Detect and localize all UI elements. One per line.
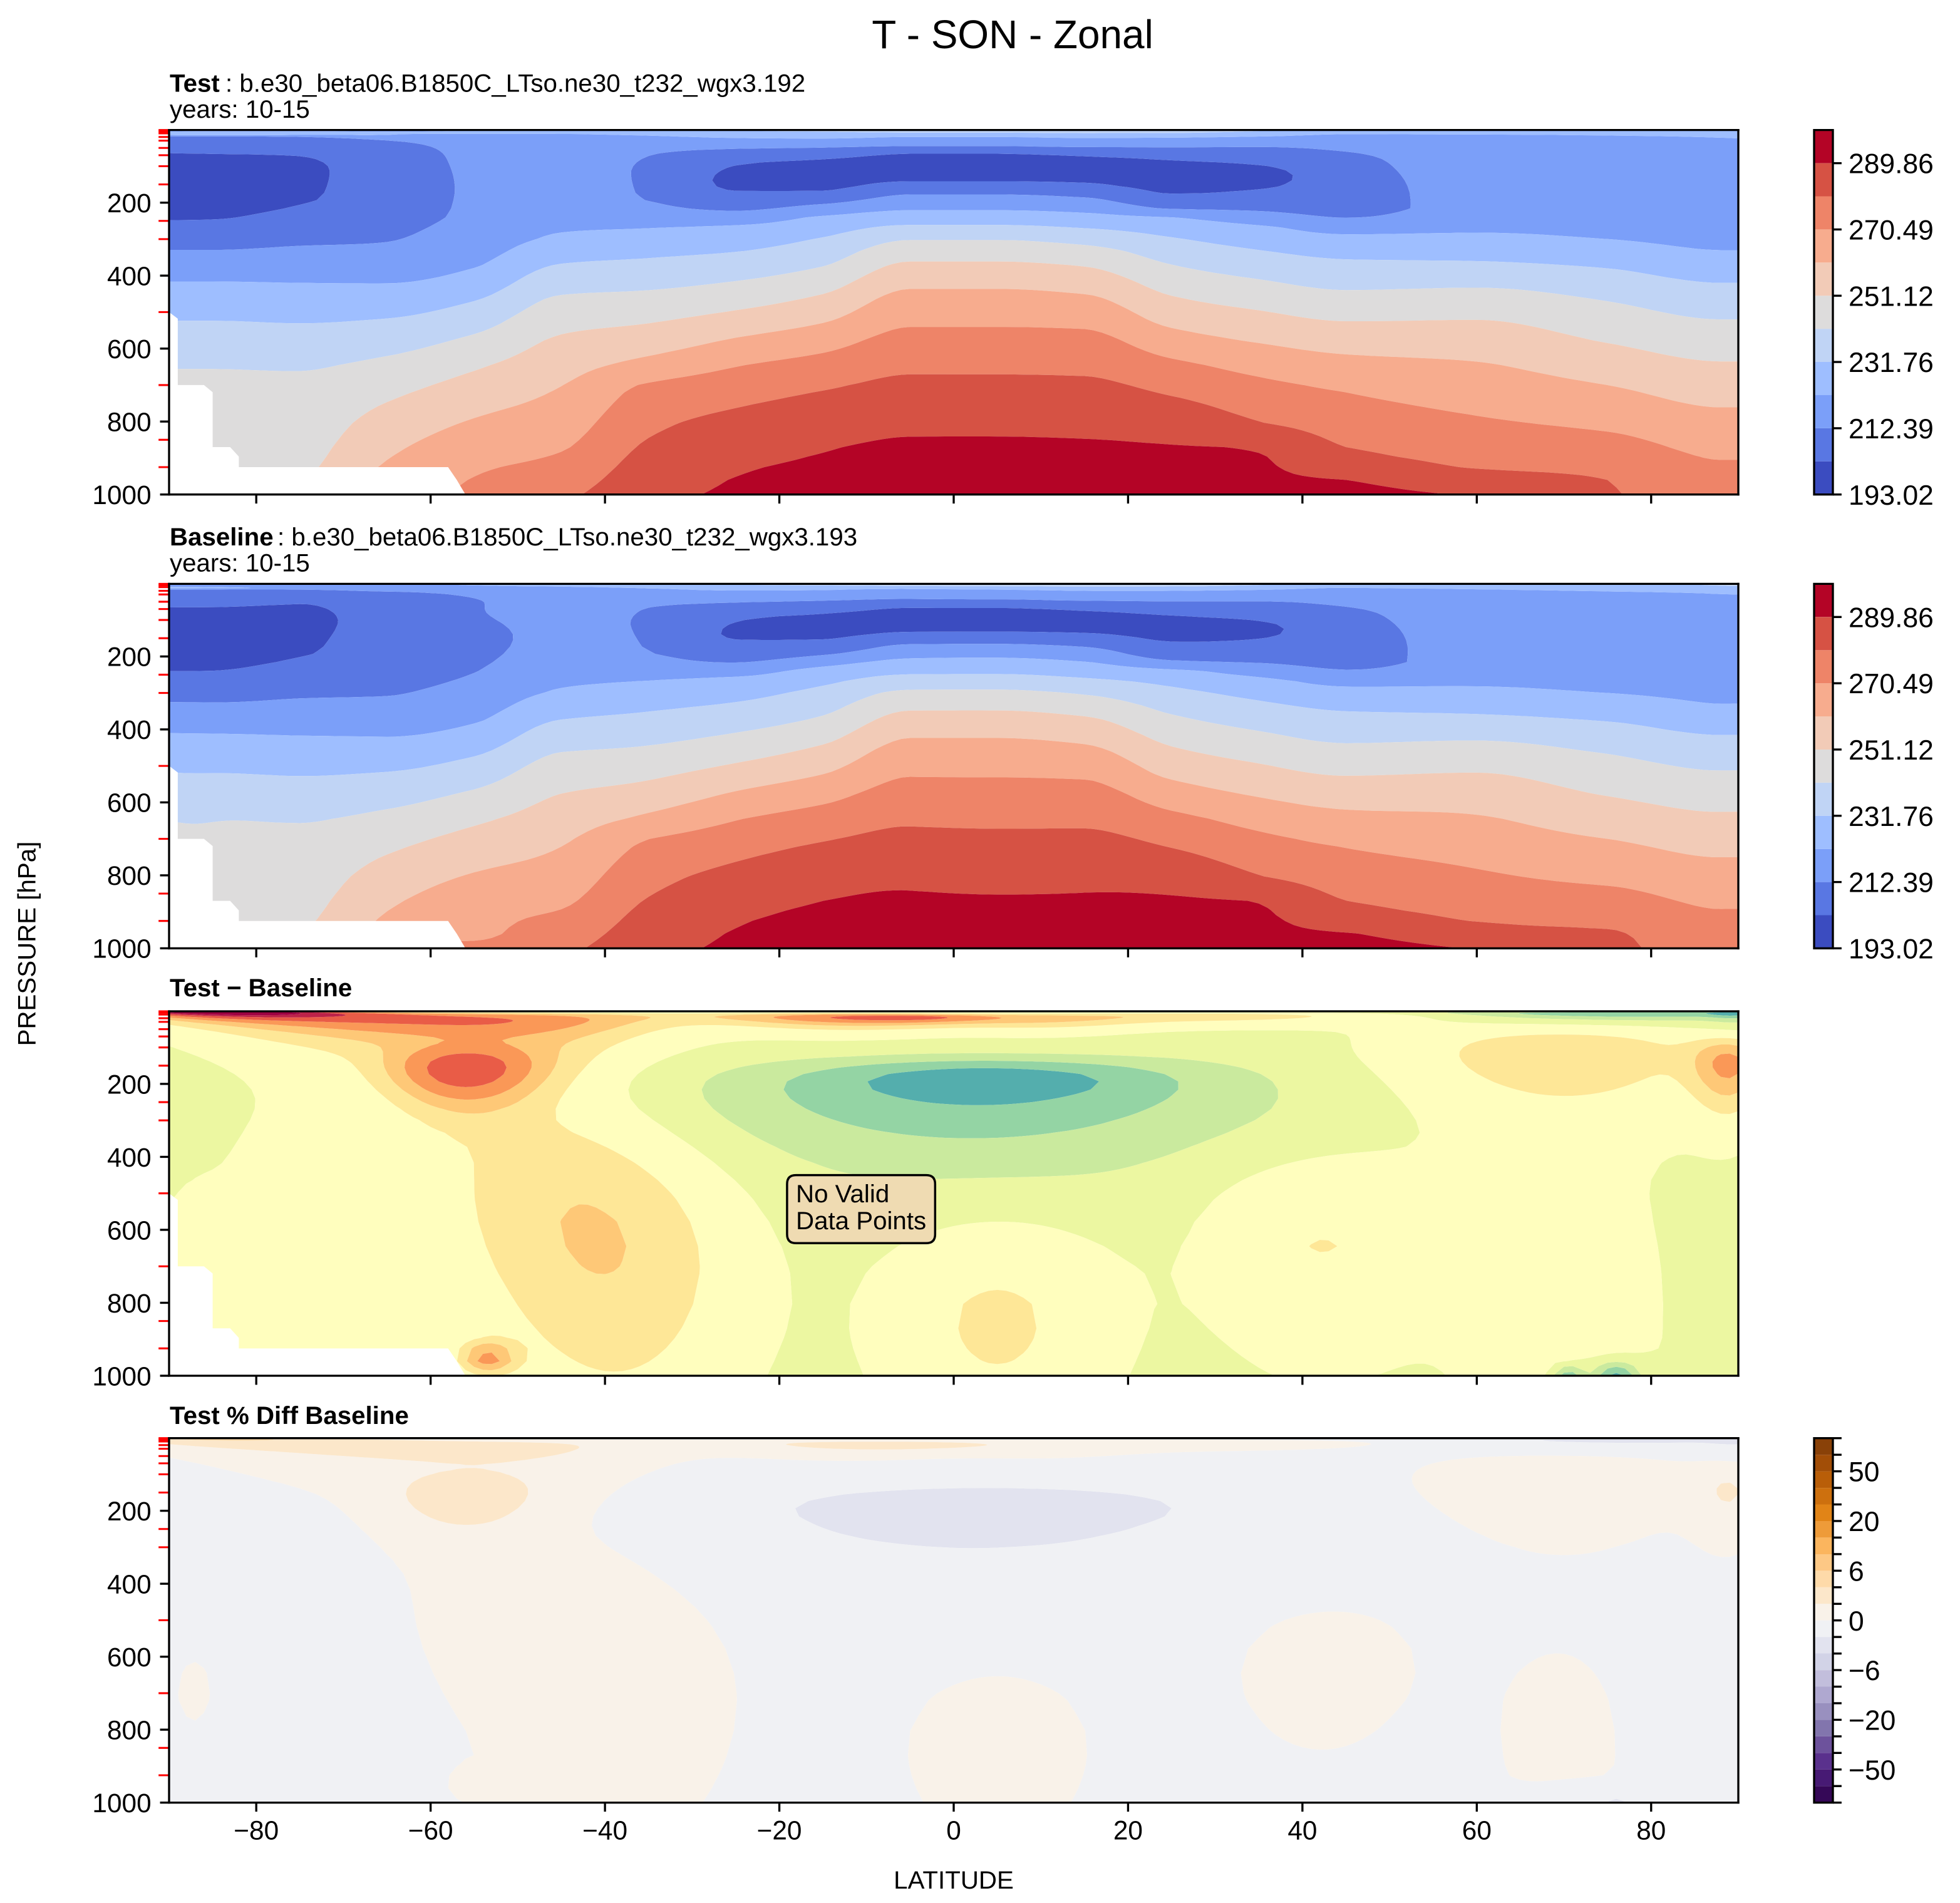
svg-text:−6: −6: [1849, 1656, 1880, 1686]
svg-text:PRESSURE [hPa]: PRESSURE [hPa]: [13, 842, 41, 1046]
svg-text:400: 400: [107, 1143, 152, 1172]
svg-text:0: 0: [946, 1816, 961, 1845]
svg-text:193.02: 193.02: [1849, 934, 1934, 965]
svg-text:1000: 1000: [92, 1361, 151, 1391]
svg-text:Test − Baseline: Test − Baseline: [170, 974, 352, 1002]
svg-text:800: 800: [107, 408, 152, 437]
svg-text:1000: 1000: [92, 934, 151, 964]
svg-text:20: 20: [1849, 1507, 1879, 1537]
svg-text:No Valid: No Valid: [796, 1180, 889, 1208]
svg-text:400: 400: [107, 261, 152, 291]
svg-text:1000: 1000: [92, 1788, 151, 1818]
svg-text:LATITUDE: LATITUDE: [894, 1866, 1014, 1894]
svg-text:231.76: 231.76: [1849, 802, 1934, 832]
svg-text:600: 600: [107, 334, 152, 364]
svg-text:200: 200: [107, 1497, 152, 1526]
svg-text:251.12: 251.12: [1849, 281, 1934, 312]
svg-text:289.86: 289.86: [1849, 602, 1934, 633]
svg-text:T - SON - Zonal: T - SON - Zonal: [872, 12, 1153, 57]
svg-text:212.39: 212.39: [1849, 868, 1934, 899]
svg-text:−20: −20: [757, 1816, 802, 1845]
svg-text:−40: −40: [582, 1816, 627, 1845]
svg-text:6: 6: [1849, 1556, 1864, 1587]
svg-text:200: 200: [107, 642, 152, 672]
svg-text:Data Points: Data Points: [796, 1207, 926, 1235]
svg-text:400: 400: [107, 715, 152, 745]
svg-text:800: 800: [107, 861, 152, 890]
svg-text:Test: Test: [170, 70, 220, 98]
svg-text:270.49: 270.49: [1849, 669, 1934, 699]
svg-text:200: 200: [107, 188, 152, 218]
svg-text:−60: −60: [408, 1816, 453, 1845]
svg-text:: b.e30_beta06.B1850C_LTso.ne3: : b.e30_beta06.B1850C_LTso.ne30_t232_wgx…: [225, 70, 805, 98]
svg-text:40: 40: [1287, 1816, 1317, 1845]
svg-text:1000: 1000: [92, 480, 151, 510]
svg-text:289.86: 289.86: [1849, 149, 1934, 180]
svg-text:Test % Diff Baseline: Test % Diff Baseline: [170, 1401, 409, 1430]
svg-text:0: 0: [1849, 1606, 1864, 1637]
svg-text:270.49: 270.49: [1849, 215, 1934, 246]
svg-text:600: 600: [107, 1215, 152, 1245]
svg-text:60: 60: [1462, 1816, 1492, 1845]
svg-text:years: 10-15: years: 10-15: [170, 549, 310, 577]
svg-text:Baseline: Baseline: [170, 523, 274, 551]
svg-text:years: 10-15: years: 10-15: [170, 95, 310, 123]
svg-text:200: 200: [107, 1070, 152, 1099]
svg-text:231.76: 231.76: [1849, 348, 1934, 378]
svg-text:600: 600: [107, 788, 152, 818]
svg-text:800: 800: [107, 1289, 152, 1318]
svg-text:50: 50: [1849, 1457, 1879, 1488]
svg-text:−50: −50: [1849, 1755, 1896, 1786]
svg-text:193.02: 193.02: [1849, 480, 1934, 511]
svg-text:212.39: 212.39: [1849, 414, 1934, 445]
svg-text:80: 80: [1636, 1816, 1666, 1845]
svg-text:600: 600: [107, 1643, 152, 1672]
svg-text:: b.e30_beta06.B1850C_LTso.ne3: : b.e30_beta06.B1850C_LTso.ne30_t232_wgx…: [277, 523, 857, 551]
svg-text:400: 400: [107, 1569, 152, 1599]
svg-text:20: 20: [1113, 1816, 1143, 1845]
svg-text:−20: −20: [1849, 1706, 1896, 1736]
svg-text:800: 800: [107, 1716, 152, 1745]
svg-text:251.12: 251.12: [1849, 735, 1934, 766]
svg-text:−80: −80: [234, 1816, 279, 1845]
